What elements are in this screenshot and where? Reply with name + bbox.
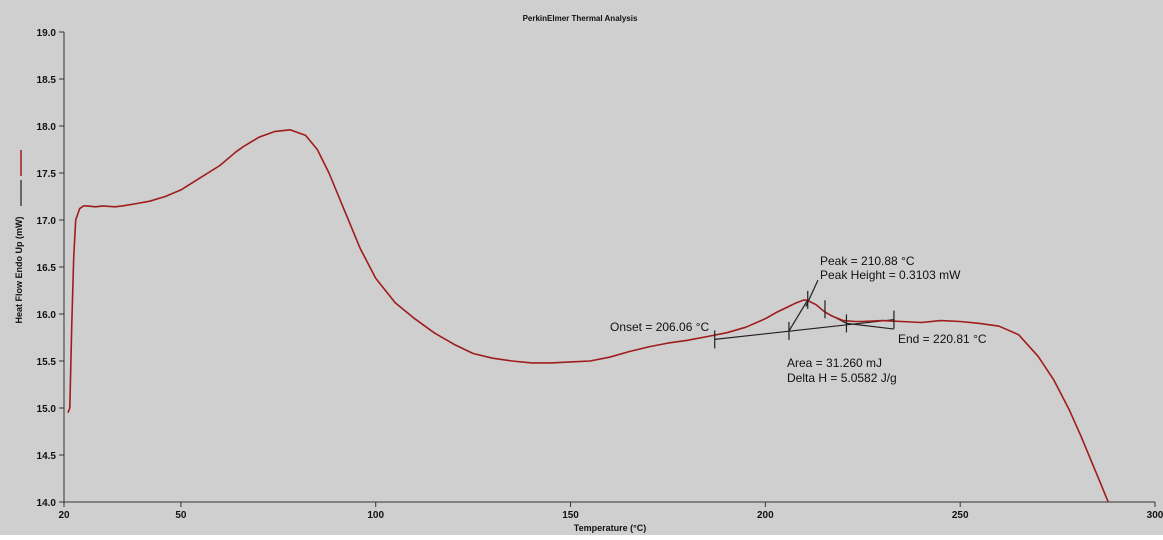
end-label: End = 220.81 °C	[898, 332, 987, 346]
x-axis-label: Temperature (°C)	[574, 523, 646, 533]
y-axis-label: Heat Flow Endo Up (mW)	[14, 217, 24, 324]
area-label: Area = 31.260 mJ	[787, 356, 882, 370]
x-tick-label: 250	[952, 510, 969, 521]
y-tick-label: 14.5	[37, 451, 57, 462]
y-tick-label: 17.0	[37, 216, 57, 227]
ticks: 14.0 14.5 15.0 15.5 16.0 16.5 17.0 17.5 18.0 18.5…	[37, 28, 1163, 521]
x-tick-label: 100	[367, 510, 384, 521]
end-tangent-line	[846, 322, 895, 330]
x-tick-label: 300	[1147, 510, 1163, 521]
y-tick-label: 14.0	[37, 498, 57, 509]
y-tick-label: 17.5	[37, 169, 57, 180]
y-tick-label: 18.5	[37, 75, 57, 86]
y-tick-label: 18.0	[37, 122, 57, 133]
y-tick-label: 19.0	[37, 28, 57, 39]
x-tick-label: 150	[562, 510, 579, 521]
series-line-0	[67, 129, 1109, 503]
x-tick-label: 50	[175, 510, 187, 521]
delta-h-label: Delta H = 5.0582 J/g	[787, 371, 897, 385]
x-tick-label: 200	[757, 510, 774, 521]
series-layer	[67, 129, 1109, 503]
onset-tangent-line	[788, 299, 809, 332]
chart-title: PerkinElmer Thermal Analysis	[523, 14, 638, 23]
y-tick-label: 15.5	[37, 357, 57, 368]
x-tick-label: 20	[58, 510, 70, 521]
baseline-line	[714, 319, 895, 340]
peak-height-label: Peak Height = 0.3103 mW	[820, 268, 961, 282]
y-tick-label: 15.0	[37, 404, 57, 415]
y-tick-label: 16.0	[37, 310, 57, 321]
y-tick-label: 16.5	[37, 263, 57, 274]
peak-label: Peak = 210.88 °C	[820, 254, 915, 268]
markers-layer	[714, 290, 895, 349]
onset-label: Onset = 206.06 °C	[610, 320, 710, 334]
